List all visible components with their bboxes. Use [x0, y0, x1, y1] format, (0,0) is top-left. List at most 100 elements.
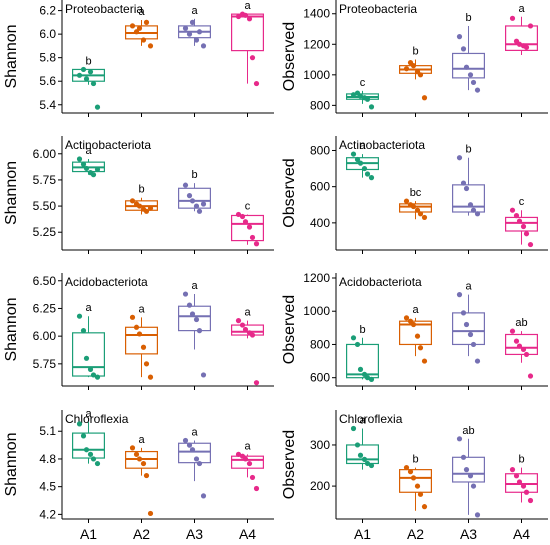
data-point	[410, 203, 417, 210]
data-point	[463, 64, 470, 70]
data-point	[513, 338, 520, 344]
y-tick-label: 1200	[303, 271, 330, 285]
data-point	[196, 29, 203, 35]
data-point	[463, 467, 470, 473]
y-tick-label: 5.50	[33, 199, 57, 213]
significance-letter: a	[191, 5, 198, 17]
data-point	[516, 41, 523, 47]
data-point	[253, 80, 260, 87]
data-point	[527, 241, 534, 248]
data-point	[140, 460, 147, 467]
significance-letter: a	[359, 415, 366, 427]
x-tick-label: A1	[354, 526, 371, 542]
box-A3: ab	[452, 425, 486, 518]
y-tick-label: 6.00	[33, 329, 57, 343]
panel-7: 4.24.54.85.1A1 A2 A3 A4ShannonChloroflexiaa…	[3, 408, 274, 542]
significance-letter: b	[412, 454, 418, 466]
data-point	[253, 380, 260, 386]
panel-5: 5.75 6.00 6.25 6.50 Shannon Acidobacteriota a a…	[3, 273, 274, 390]
data-point	[186, 302, 193, 308]
data-point	[410, 475, 417, 481]
data-point	[364, 460, 371, 467]
box-A1: c	[346, 77, 380, 110]
y-tick-label: 600	[310, 180, 330, 194]
data-point	[403, 315, 410, 321]
data-point	[357, 160, 364, 166]
box-A2: b	[399, 46, 433, 101]
data-point	[182, 437, 189, 444]
panel-title: Actinobacteriota	[339, 138, 425, 152]
y-tick-label: 6.2	[39, 4, 56, 18]
x-tick-label: A1	[80, 526, 97, 542]
data-point	[246, 460, 253, 467]
data-point	[186, 193, 193, 199]
data-point	[414, 333, 421, 339]
y-tick-label: 800	[310, 337, 330, 351]
significance-letter: a	[518, 3, 525, 15]
data-point	[249, 474, 256, 481]
data-point	[350, 92, 357, 98]
y-tick-label: 6.50	[33, 274, 57, 288]
y-tick-label: 5.75	[33, 173, 57, 187]
box-A2: b	[399, 454, 433, 511]
data-point	[410, 63, 417, 69]
data-point	[189, 19, 196, 25]
data-point	[354, 156, 361, 163]
data-point	[182, 182, 189, 188]
significance-letter: a	[85, 302, 92, 314]
data-point	[470, 341, 477, 348]
data-point	[136, 456, 143, 462]
box-iqr	[124, 326, 158, 355]
data-point	[350, 335, 357, 341]
data-point	[357, 366, 364, 372]
data-point	[467, 202, 474, 208]
significance-letter: c	[519, 196, 525, 208]
data-point	[129, 23, 136, 29]
box-A2: a	[124, 6, 158, 49]
data-point	[520, 223, 527, 230]
data-point	[463, 185, 470, 192]
data-point	[242, 219, 249, 225]
data-point	[235, 318, 242, 324]
x-tick-label: A3	[460, 526, 477, 542]
data-point	[94, 104, 101, 110]
data-point	[136, 331, 143, 337]
box-iqr	[505, 216, 539, 232]
y-tick-label: 6.0	[39, 27, 56, 41]
data-point	[94, 460, 101, 467]
significance-letter: ab	[462, 425, 474, 437]
data-point	[456, 155, 463, 161]
data-point	[527, 23, 534, 29]
data-point	[193, 456, 200, 462]
data-point	[456, 34, 463, 40]
y-axis-label: Observed	[281, 295, 298, 364]
data-point	[364, 375, 371, 381]
y-tick-label: 5.75	[33, 357, 57, 371]
data-point	[407, 318, 414, 324]
box-A4: a	[231, 440, 265, 492]
data-point	[87, 69, 94, 75]
box-A3: b	[178, 169, 212, 214]
box-A1: a	[71, 408, 105, 467]
significance-letter: b	[138, 184, 144, 196]
box-A2: a	[399, 304, 433, 364]
data-point	[403, 464, 410, 471]
data-point	[182, 291, 189, 297]
box-A2: bc	[399, 187, 433, 221]
data-point	[249, 332, 256, 338]
data-point	[456, 292, 463, 298]
data-point	[361, 456, 368, 462]
data-point	[460, 454, 467, 460]
y-axis-label: Observed	[281, 22, 298, 91]
data-point	[147, 510, 154, 517]
data-point	[235, 451, 242, 457]
x-tick-label: A2	[407, 526, 424, 542]
data-point	[242, 326, 249, 333]
panel-title: Proteobacteria	[339, 2, 417, 16]
data-point	[147, 205, 154, 211]
box-A4: ab	[505, 317, 539, 379]
data-point	[523, 489, 530, 495]
box-A4: a	[505, 3, 539, 55]
